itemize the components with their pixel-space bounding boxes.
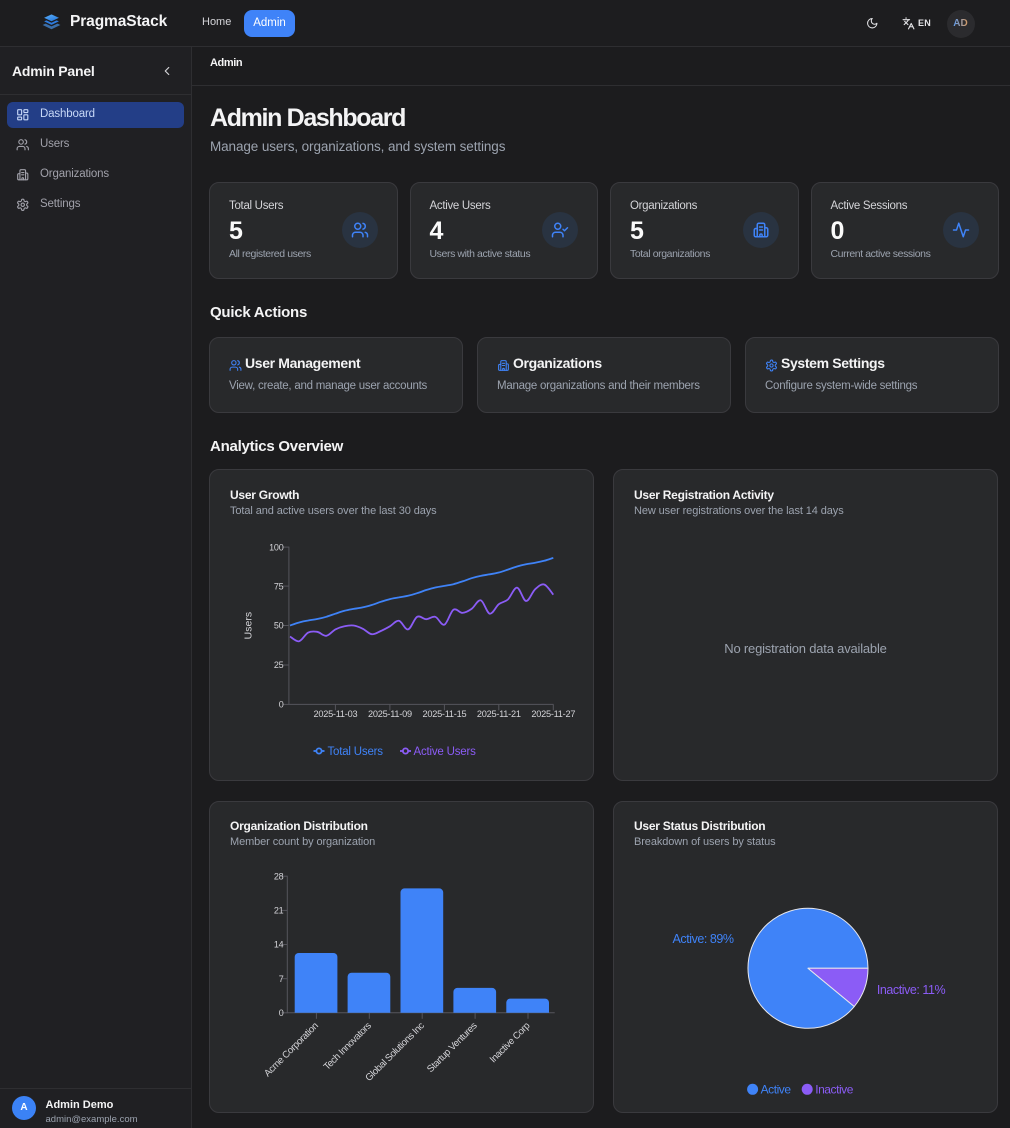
svg-text:0: 0: [279, 700, 284, 710]
svg-text:28: 28: [274, 871, 284, 881]
svg-text:2025-11-09: 2025-11-09: [368, 710, 412, 720]
svg-text:Active Users: Active Users: [414, 746, 477, 758]
svg-text:Startup Ventures: Startup Ventures: [425, 1020, 480, 1075]
svg-text:2025-11-21: 2025-11-21: [477, 710, 521, 720]
svg-text:7: 7: [279, 974, 284, 984]
svg-text:14: 14: [274, 939, 284, 949]
svg-text:Inactive Corp: Inactive Corp: [488, 1020, 532, 1064]
svg-text:Acme Corporation: Acme Corporation: [262, 1020, 320, 1078]
svg-text:Global Solutions Inc: Global Solutions Inc: [363, 1020, 426, 1083]
svg-text:2025-11-15: 2025-11-15: [422, 710, 466, 720]
svg-text:Total Users: Total Users: [328, 746, 384, 758]
svg-text:Users: Users: [242, 612, 254, 639]
svg-text:0: 0: [279, 1008, 284, 1018]
svg-text:50: 50: [274, 621, 284, 631]
svg-text:Tech Innovators: Tech Innovators: [322, 1020, 374, 1072]
svg-text:Inactive: 11%: Inactive: 11%: [877, 982, 946, 996]
svg-text:25: 25: [274, 661, 284, 671]
svg-text:Active: Active: [761, 1082, 792, 1096]
svg-text:100: 100: [269, 543, 284, 553]
svg-text:2025-11-27: 2025-11-27: [531, 710, 575, 720]
svg-text:Inactive: Inactive: [815, 1082, 854, 1096]
svg-text:Active: 89%: Active: 89%: [673, 932, 734, 946]
svg-text:21: 21: [274, 905, 284, 915]
svg-text:2025-11-03: 2025-11-03: [313, 710, 357, 720]
svg-text:75: 75: [274, 582, 284, 592]
